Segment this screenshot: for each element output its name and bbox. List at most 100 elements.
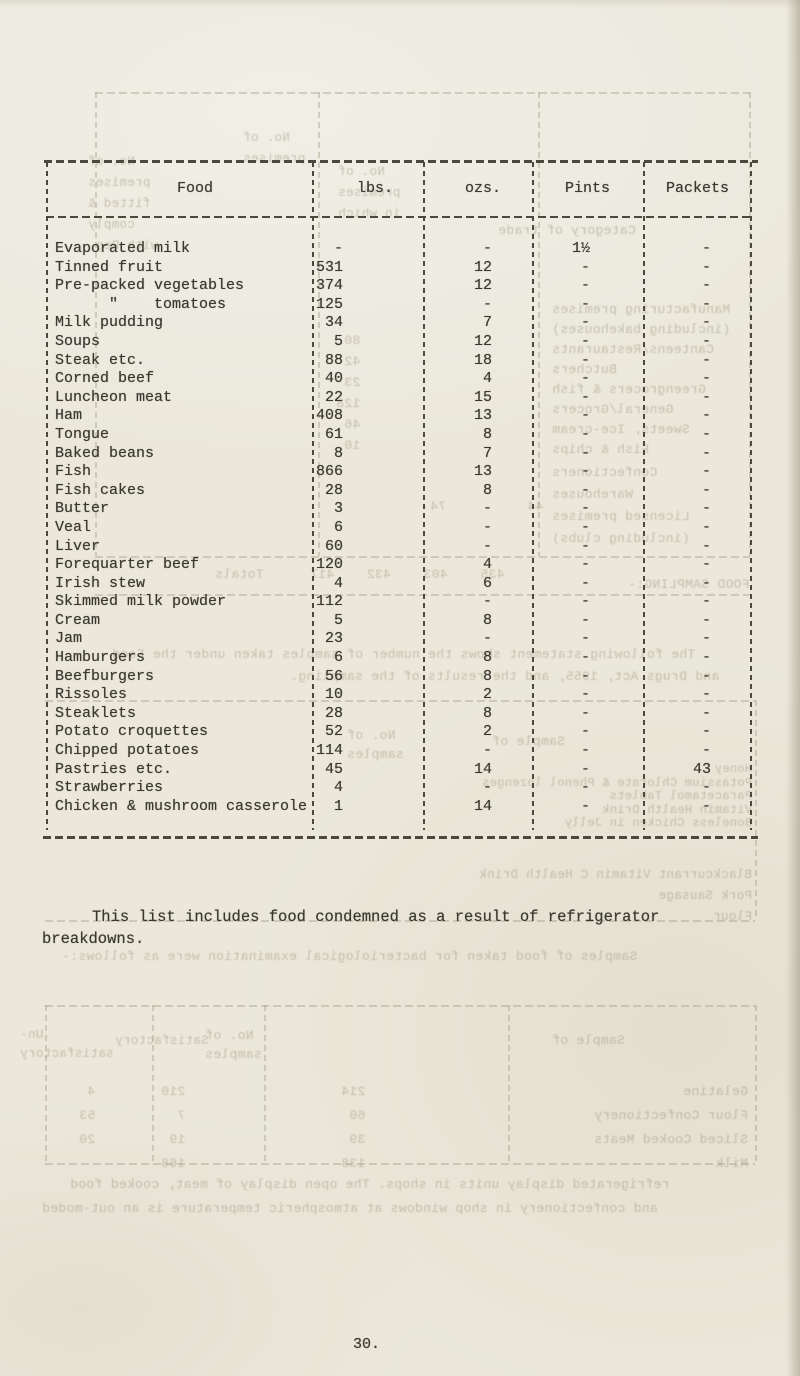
cell-pints: - xyxy=(580,388,590,406)
cell-lbs: 125 xyxy=(315,295,343,313)
cell-packets: - xyxy=(701,240,711,257)
cell-food: Baked beans xyxy=(55,444,155,462)
cell-food: Luncheon meat xyxy=(55,388,173,406)
cell-food: Tinned fruit xyxy=(55,258,164,276)
cell-food: Hamburgers xyxy=(55,649,146,667)
ghost-rule xyxy=(152,1005,154,1163)
cell-packets: - xyxy=(701,611,711,629)
cell-lbs: 28 xyxy=(324,704,343,722)
cell-packets: - xyxy=(701,332,711,350)
cell-food: Skimmed milk powder xyxy=(55,593,227,611)
cell-ozs: 15 xyxy=(473,388,492,406)
table-row: Milk pudding 34 7 - - xyxy=(46,314,752,333)
table-row: Hamburgers 6 8 - - xyxy=(46,649,752,668)
cell-packets: - xyxy=(701,574,711,592)
cell-pints: - xyxy=(580,258,590,276)
cell-pints: 1½ xyxy=(571,240,590,257)
cell-pints: - xyxy=(580,370,590,388)
cell-pints: - xyxy=(580,742,590,760)
cell-food: Pre-packed vegetables xyxy=(55,277,245,295)
cell-lbs: 5 xyxy=(333,332,343,350)
cell-pints: - xyxy=(580,407,590,425)
cell-lbs: 6 xyxy=(333,518,343,536)
cell-food: Cream xyxy=(55,611,101,629)
cell-lbs: 56 xyxy=(324,667,343,685)
cell-food: " tomatoes xyxy=(55,295,227,313)
column-header-ozs: ozs. xyxy=(464,179,501,197)
cell-food: Strawberries xyxy=(55,779,164,797)
table-row: Chicken & mushroom casserole 1 14 - - xyxy=(46,798,752,817)
cell-pints: - xyxy=(580,760,590,778)
cell-lbs: 60 xyxy=(324,537,343,555)
table-row: Evaporated milk - - 1½ - xyxy=(46,240,752,259)
cell-packets: - xyxy=(701,425,711,443)
cell-packets: - xyxy=(701,742,711,760)
table-row: Beefburgers 56 8 - - xyxy=(46,668,752,687)
cell-food: Pastries etc. xyxy=(55,760,173,778)
cell-packets: - xyxy=(701,704,711,722)
cell-ozs: 12 xyxy=(473,277,492,295)
cell-food: Ham xyxy=(55,407,83,425)
cell-pints: - xyxy=(580,649,590,667)
column-divider xyxy=(423,162,425,830)
cell-packets: - xyxy=(701,649,711,667)
cell-packets: - xyxy=(701,258,711,276)
cell-lbs: 52 xyxy=(324,723,343,741)
cell-ozs: 7 xyxy=(482,444,492,462)
cell-ozs: 8 xyxy=(482,704,492,722)
cell-packets: - xyxy=(701,518,711,536)
ghost-rule xyxy=(264,1005,266,1163)
ghost-rule xyxy=(508,1005,510,1163)
table-row: Soups 5 12 - - xyxy=(46,333,752,352)
cell-packets: - xyxy=(701,556,711,574)
cell-pints: - xyxy=(580,277,590,295)
table-row: Butter 3 - - - xyxy=(46,500,752,519)
cell-food: Fish xyxy=(55,463,92,481)
cell-pints: - xyxy=(580,704,590,722)
cell-packets: - xyxy=(701,686,711,704)
cell-food: Liver xyxy=(55,537,101,555)
cell-pints: - xyxy=(580,630,590,648)
column-divider xyxy=(532,162,534,830)
cell-pints: - xyxy=(580,295,590,313)
cell-pints: - xyxy=(580,463,590,481)
cell-lbs: 531 xyxy=(315,258,343,276)
cell-pints: - xyxy=(580,686,590,704)
table-row: Irish stew 4 6 - - xyxy=(46,575,752,594)
cell-lbs: - xyxy=(333,240,343,257)
cell-ozs: - xyxy=(482,630,492,648)
cell-food: Forequarter beef xyxy=(55,556,200,574)
table-row: Jam 23 - - - xyxy=(46,630,752,649)
cell-pints: - xyxy=(580,779,590,797)
cell-food: Corned beef xyxy=(55,370,155,388)
table-row: Strawberries 4 - - - xyxy=(46,779,752,798)
cell-packets: - xyxy=(701,667,711,685)
cell-pints: - xyxy=(580,332,590,350)
ghost-rule xyxy=(538,92,540,556)
table-bottom-border xyxy=(43,836,758,839)
cell-food: Soups xyxy=(55,332,101,350)
ghost-rule xyxy=(45,700,755,702)
cell-lbs: 10 xyxy=(324,686,343,704)
cell-lbs: 4 xyxy=(333,779,343,797)
cell-pints: - xyxy=(580,425,590,443)
table-row: Steaklets 28 8 - - xyxy=(46,705,752,724)
ghost-rule xyxy=(45,1005,755,1007)
ghost-rule xyxy=(45,1163,755,1165)
cell-packets: - xyxy=(701,444,711,462)
table-header-row: Food lbs. ozs. Pints Packets xyxy=(46,160,752,216)
cell-ozs: - xyxy=(482,593,492,611)
cell-ozs: 8 xyxy=(482,667,492,685)
footnote-line-1: This list includes food condemned as a r… xyxy=(92,908,660,926)
cell-ozs: 2 xyxy=(482,686,492,704)
cell-packets: - xyxy=(701,481,711,499)
cell-packets: - xyxy=(701,500,711,518)
table-row: Liver 60 - - - xyxy=(46,538,752,557)
cell-ozs: 13 xyxy=(473,407,492,425)
cell-lbs: 45 xyxy=(324,760,343,778)
table-rows: Evaporated milk - -1½ - Tinned fruit 531 12- - P… xyxy=(46,240,752,816)
cell-ozs: - xyxy=(482,295,492,313)
column-header-food: Food xyxy=(176,179,213,197)
cell-food: Veal xyxy=(55,518,92,536)
